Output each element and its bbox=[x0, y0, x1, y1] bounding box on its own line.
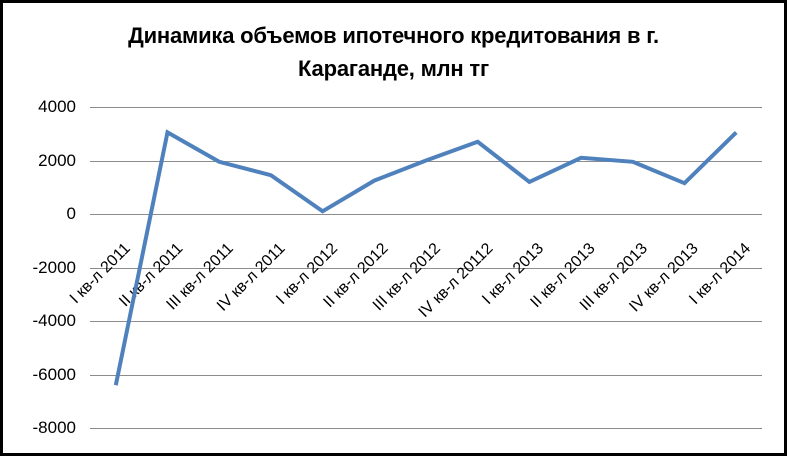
chart-title: Динамика объемов ипотечного кредитования… bbox=[0, 19, 787, 85]
gridline bbox=[90, 107, 762, 108]
gridline bbox=[90, 375, 762, 376]
y-axis-tick-label: -4000 bbox=[32, 311, 76, 330]
y-axis-tick-label: -8000 bbox=[32, 418, 76, 437]
gridline bbox=[90, 214, 762, 215]
y-axis-tick-label: -6000 bbox=[32, 365, 76, 384]
y-axis-tick-label: 4000 bbox=[38, 97, 76, 116]
gridline bbox=[90, 321, 762, 322]
y-axis-tick-label: -2000 bbox=[32, 258, 76, 277]
gridline bbox=[90, 428, 762, 429]
chart-title-line1: Динамика объемов ипотечного кредитования… bbox=[128, 23, 659, 48]
gridline bbox=[90, 161, 762, 162]
y-axis-tick-label: 0 bbox=[66, 204, 76, 223]
chart-title-line2: Караганде, млн тг bbox=[298, 56, 489, 81]
y-axis-tick-label: 2000 bbox=[38, 151, 76, 170]
